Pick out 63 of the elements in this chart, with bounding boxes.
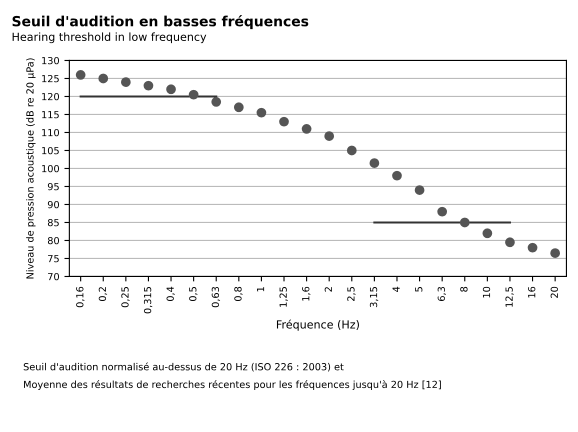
- x-tick-label: 3,15: [370, 287, 378, 308]
- point: [234, 102, 244, 112]
- y-tick-label: 120: [42, 92, 59, 100]
- chart-title: Seuil d'audition en basses fréquences: [12, 15, 308, 30]
- x-tick-label: 0,2: [98, 287, 108, 302]
- y-tick-label: 125: [42, 74, 59, 82]
- y-tick-label: 80: [48, 236, 59, 244]
- text: Moyenne des résultats de recherches récentes pour les fréquences jusqu'à 20 Hz [12]: [24, 380, 441, 390]
- x-tick-label: 1,6: [302, 286, 310, 301]
- x-tick-label: 0,63: [212, 286, 220, 308]
- y-axis-title: Niveau de pression acoustique (dB re 20 µPa): [26, 58, 36, 278]
- y-tick-label: 110: [42, 128, 59, 136]
- point: [460, 218, 470, 228]
- point: [279, 116, 289, 127]
- point: [482, 228, 492, 238]
- x-tick-label: 0,8: [234, 286, 243, 302]
- x-tick-label: 12,5: [505, 287, 514, 307]
- point: [528, 242, 538, 253]
- x-tick-label: 0,25: [121, 287, 130, 308]
- x-tick-label: 20: [550, 286, 558, 298]
- y-tick-label: 70: [48, 272, 59, 280]
- point: [302, 124, 312, 134]
- point: [256, 108, 266, 118]
- point: [76, 70, 86, 80]
- y-tick-label: 105: [42, 146, 59, 154]
- x-tick-label: 1,25: [279, 287, 288, 307]
- point: [370, 158, 380, 168]
- chart-subtitle: Hearing threshold in low frequency: [12, 32, 206, 44]
- point: [346, 146, 357, 156]
- x-axis-title: Fréquence (Hz): [276, 320, 359, 331]
- point: [120, 77, 131, 87]
- y-tick-label: 90: [48, 200, 59, 208]
- x-tick-label: 5: [415, 287, 422, 292]
- point: [166, 84, 176, 94]
- x-tick-label: 16: [528, 286, 536, 298]
- x-tick-label: 2,5: [347, 287, 356, 301]
- y-tick-label: 95: [48, 182, 59, 190]
- point: [392, 170, 402, 181]
- point: [188, 90, 198, 100]
- x-tick-label: 6,3: [438, 286, 446, 301]
- x-tick-label: 0,4: [166, 286, 175, 302]
- point: [414, 185, 424, 195]
- x-tick-label: 10: [482, 286, 490, 298]
- y-tick-label: 115: [42, 111, 59, 118]
- x-tick-label: 1: [257, 287, 264, 292]
- x-tick-label: 8: [460, 286, 468, 292]
- point: [324, 131, 334, 141]
- y-tick-label: 100: [42, 164, 59, 172]
- x-tick-label: 0,5: [189, 287, 198, 302]
- y-tick-label: 75: [48, 255, 59, 262]
- x-tick-label: 0,16: [76, 286, 84, 308]
- point: [437, 206, 448, 217]
- x-tick-label: 2: [324, 287, 332, 292]
- point: [211, 97, 222, 107]
- point: [98, 74, 108, 84]
- y-tick-label: 130: [42, 56, 59, 64]
- x-tick-label: 0,315: [144, 287, 152, 314]
- point: [144, 80, 154, 91]
- y-tick-label: 85: [48, 218, 59, 226]
- text: Seuil d'audition normalisé au-dessus de 20 Hz (ISO 226 : 2003) et: [24, 362, 344, 372]
- point: [550, 248, 560, 258]
- x-tick-label: 4: [392, 286, 400, 292]
- point: [505, 237, 515, 248]
